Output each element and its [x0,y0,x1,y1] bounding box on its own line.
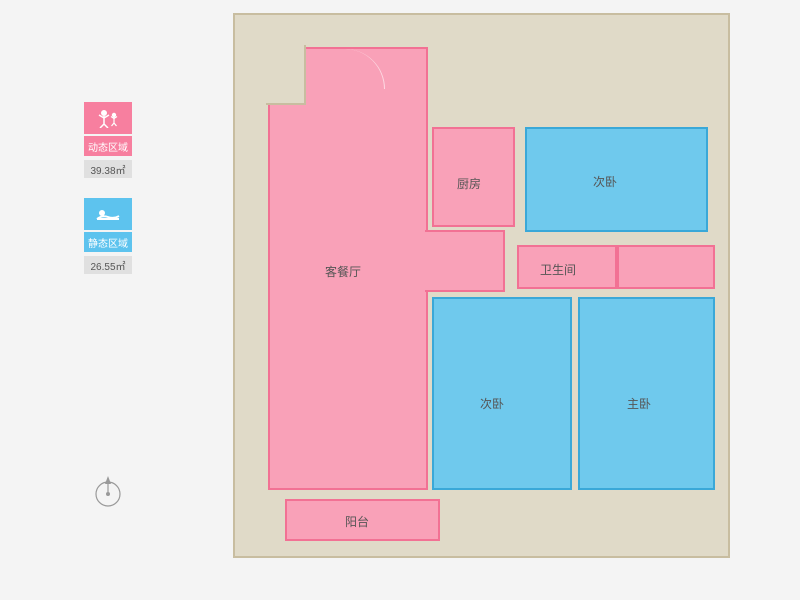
zone-legend: 动态区域 39.38㎡ 静态区域 26.55㎡ [78,102,138,294]
legend-dynamic: 动态区域 39.38㎡ [78,102,138,178]
label-balcony: 阳台 [345,513,369,530]
room-bed-bl [432,297,572,490]
corridor-right [617,245,715,289]
label-kitchen: 厨房 [457,175,481,192]
legend-static-value: 26.55㎡ [84,256,132,274]
wall-notch [266,45,306,105]
label-bath: 卫生间 [540,261,576,278]
legend-dynamic-label: 动态区域 [84,136,132,156]
label-living: 客餐厅 [325,263,361,280]
label-bed-bl: 次卧 [480,395,504,412]
legend-dynamic-value: 39.38㎡ [84,160,132,178]
sleep-icon [84,198,132,230]
room-living-horz [425,230,505,292]
floorplan: 客餐厅 厨房 次卧 卫生间 次卧 主卧 阳台 [233,13,730,558]
legend-static-label: 静态区域 [84,232,132,252]
compass-icon [88,470,128,510]
legend-static: 静态区域 26.55㎡ [78,198,138,274]
room-bed-br [578,297,715,490]
people-icon [84,102,132,134]
label-bed-tr: 次卧 [593,173,617,190]
label-bed-br: 主卧 [627,395,651,412]
